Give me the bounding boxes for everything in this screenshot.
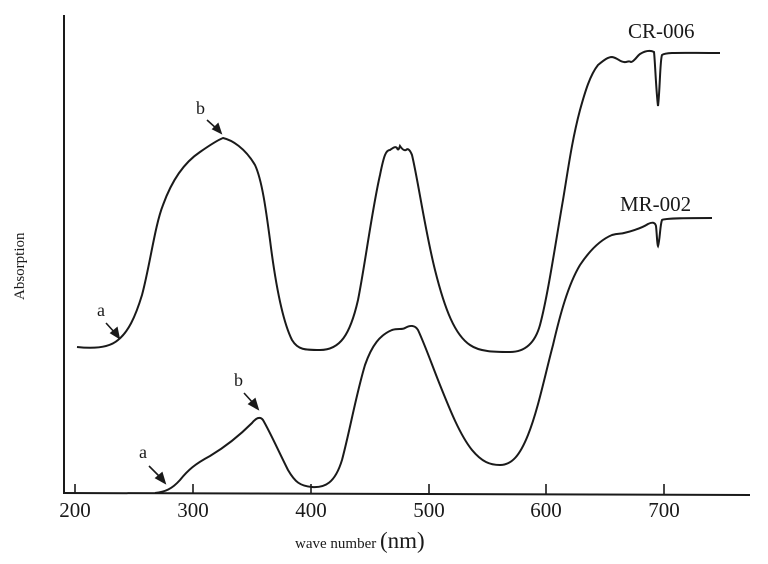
series-label-mr-002: MR-002: [620, 192, 692, 216]
x-ticks: [74, 484, 665, 495]
x-axis: [62, 492, 751, 496]
x-axis-label-unit: (nm): [379, 528, 425, 553]
x-axis-label: wave number (nm): [295, 528, 425, 554]
x-tick-label-500: 500: [413, 498, 445, 522]
x-tick-label-600: 600: [530, 498, 562, 522]
x-tick-label-300: 300: [177, 498, 209, 522]
annotation-arrows: [105, 119, 260, 485]
y-axis-label: Absorption: [12, 232, 28, 301]
series-mr-002-line: [154, 217, 713, 494]
annotation-b-cr-006: b: [196, 98, 205, 118]
annotation-b-mr-002: b: [234, 370, 243, 390]
series-label-cr-006: CR-006: [628, 19, 695, 43]
x-axis-label-text: wave number: [295, 536, 377, 552]
x-tick-label-200: 200: [59, 498, 91, 522]
x-tick-label-700: 700: [648, 498, 680, 522]
x-tick-label-400: 400: [295, 498, 327, 522]
annotation-a-cr-006: a: [97, 300, 105, 320]
annotation-a-mr-002: a: [139, 442, 147, 462]
series-cr-006-line: [76, 49, 721, 354]
